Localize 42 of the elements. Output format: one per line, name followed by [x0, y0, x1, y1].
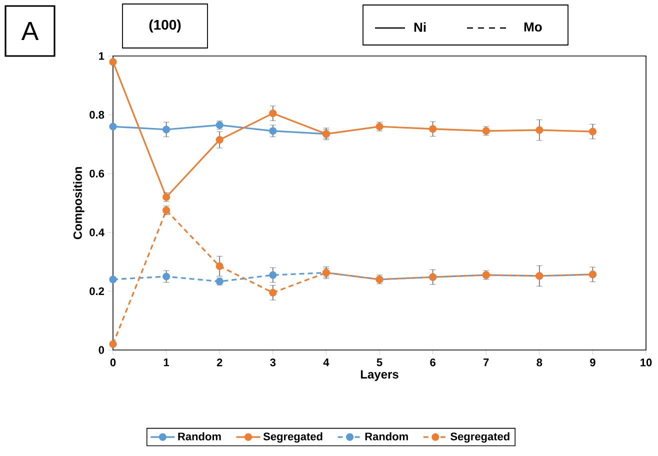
point [269, 110, 277, 118]
chart-title: (100) [149, 19, 181, 33]
x-tick-label: 5 [376, 358, 382, 366]
x-tick-label: 8 [536, 358, 542, 366]
x-tick-label: 7 [484, 358, 489, 366]
x-tick-label: 9 [590, 358, 596, 366]
y-tick-label: 1 [99, 52, 104, 60]
point [109, 122, 117, 130]
text: A [21, 22, 39, 40]
point [162, 126, 170, 134]
y-tick-label: 0.2 [90, 287, 104, 296]
x-tick-label: 6 [430, 358, 436, 366]
x-tick-label: 2 [216, 358, 222, 366]
point [269, 288, 277, 296]
legend-label: Random [365, 432, 408, 440]
legend-label: Segregated [263, 432, 322, 443]
y-axis-title: Composition [73, 167, 84, 240]
point [429, 125, 437, 133]
y-tick-label: 0.8 [90, 110, 104, 119]
x-tick-label: 1 [164, 358, 170, 366]
y-tick-label: 0 [98, 346, 104, 354]
text: Ni [414, 22, 426, 32]
x-tick-label: 0 [110, 358, 116, 366]
point [162, 272, 170, 280]
legend-label: Random [178, 432, 221, 440]
point [216, 136, 224, 144]
y-tick-label: 0.6 [90, 170, 104, 178]
point [536, 126, 544, 134]
x-tick-label: 10 [640, 358, 652, 366]
point [216, 262, 224, 270]
y-tick-label: 0.4 [90, 228, 104, 236]
x-tick-label: 4 [323, 358, 330, 366]
x-tick-label: 3 [270, 358, 276, 366]
point [109, 340, 117, 348]
legend-label: Segregated [450, 432, 510, 443]
text: Mo [524, 22, 542, 32]
point [269, 127, 277, 135]
x-axis-title: Layers [360, 370, 398, 381]
point [109, 58, 117, 66]
point [588, 128, 597, 136]
point [109, 276, 117, 284]
point [269, 271, 277, 279]
